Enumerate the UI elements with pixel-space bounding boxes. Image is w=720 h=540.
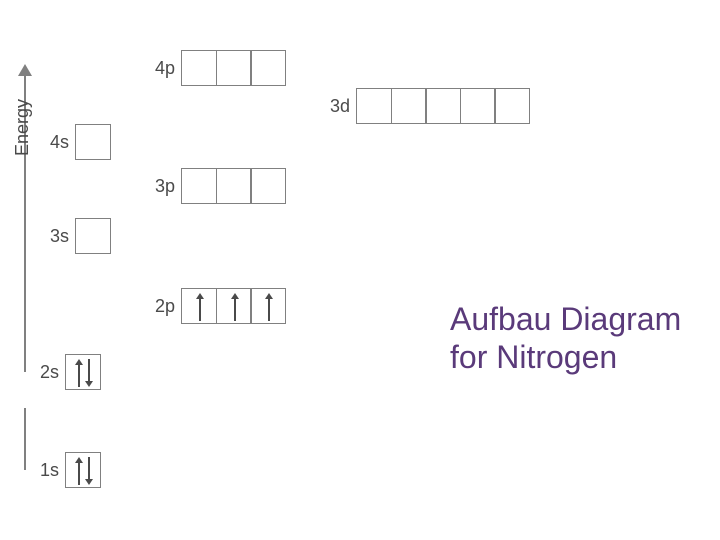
axis-break <box>22 470 28 506</box>
orbital-box <box>216 288 252 324</box>
orbital-2s: 2s <box>40 354 101 390</box>
orbital-label: 3d <box>330 96 350 117</box>
orbital-box <box>494 88 530 124</box>
orbital-box <box>250 168 286 204</box>
axis-label: Energy <box>12 99 33 156</box>
orbital-box <box>181 288 217 324</box>
orbital-boxes <box>181 50 286 86</box>
orbital-boxes <box>356 88 530 124</box>
orbital-label: 2s <box>40 362 59 383</box>
electron-up-icon <box>199 297 201 321</box>
aufbau-diagram: Energy 1s 2s 2p 3s 3p 4s 3d 4p Aufbau Diagram f… <box>0 0 720 540</box>
orbital-label: 1s <box>40 460 59 481</box>
electron-up-icon <box>268 297 270 321</box>
orbital-4p: 4p <box>155 50 286 86</box>
orbital-box <box>250 288 286 324</box>
electron-up-icon <box>234 297 236 321</box>
orbital-box <box>216 168 252 204</box>
orbital-4s: 4s <box>50 124 111 160</box>
orbital-boxes <box>65 354 101 390</box>
electron-up-icon <box>78 363 80 387</box>
orbital-box <box>250 50 286 86</box>
orbital-box <box>75 218 111 254</box>
orbital-2p: 2p <box>155 288 286 324</box>
orbital-label: 3p <box>155 176 175 197</box>
energy-axis: Energy <box>18 70 32 470</box>
orbital-3s: 3s <box>50 218 111 254</box>
electron-down-icon <box>88 359 90 383</box>
orbital-boxes <box>75 124 111 160</box>
orbital-box <box>391 88 427 124</box>
orbital-box <box>65 452 101 488</box>
orbital-box <box>356 88 392 124</box>
orbital-boxes <box>75 218 111 254</box>
diagram-title: Aufbau Diagram for Nitrogen <box>450 300 710 377</box>
orbital-3d: 3d <box>330 88 530 124</box>
electron-down-icon <box>88 457 90 481</box>
orbital-box <box>75 124 111 160</box>
orbital-box <box>65 354 101 390</box>
orbital-label: 4p <box>155 58 175 79</box>
orbital-label: 2p <box>155 296 175 317</box>
orbital-label: 3s <box>50 226 69 247</box>
orbital-label: 4s <box>50 132 69 153</box>
orbital-boxes <box>181 288 286 324</box>
orbital-box <box>216 50 252 86</box>
orbital-box <box>181 168 217 204</box>
orbital-3p: 3p <box>155 168 286 204</box>
orbital-box <box>181 50 217 86</box>
orbital-boxes <box>65 452 101 488</box>
electron-up-icon <box>78 461 80 485</box>
orbital-boxes <box>181 168 286 204</box>
axis-break <box>22 372 28 408</box>
orbital-box <box>460 88 496 124</box>
orbital-1s: 1s <box>40 452 101 488</box>
orbital-box <box>425 88 461 124</box>
